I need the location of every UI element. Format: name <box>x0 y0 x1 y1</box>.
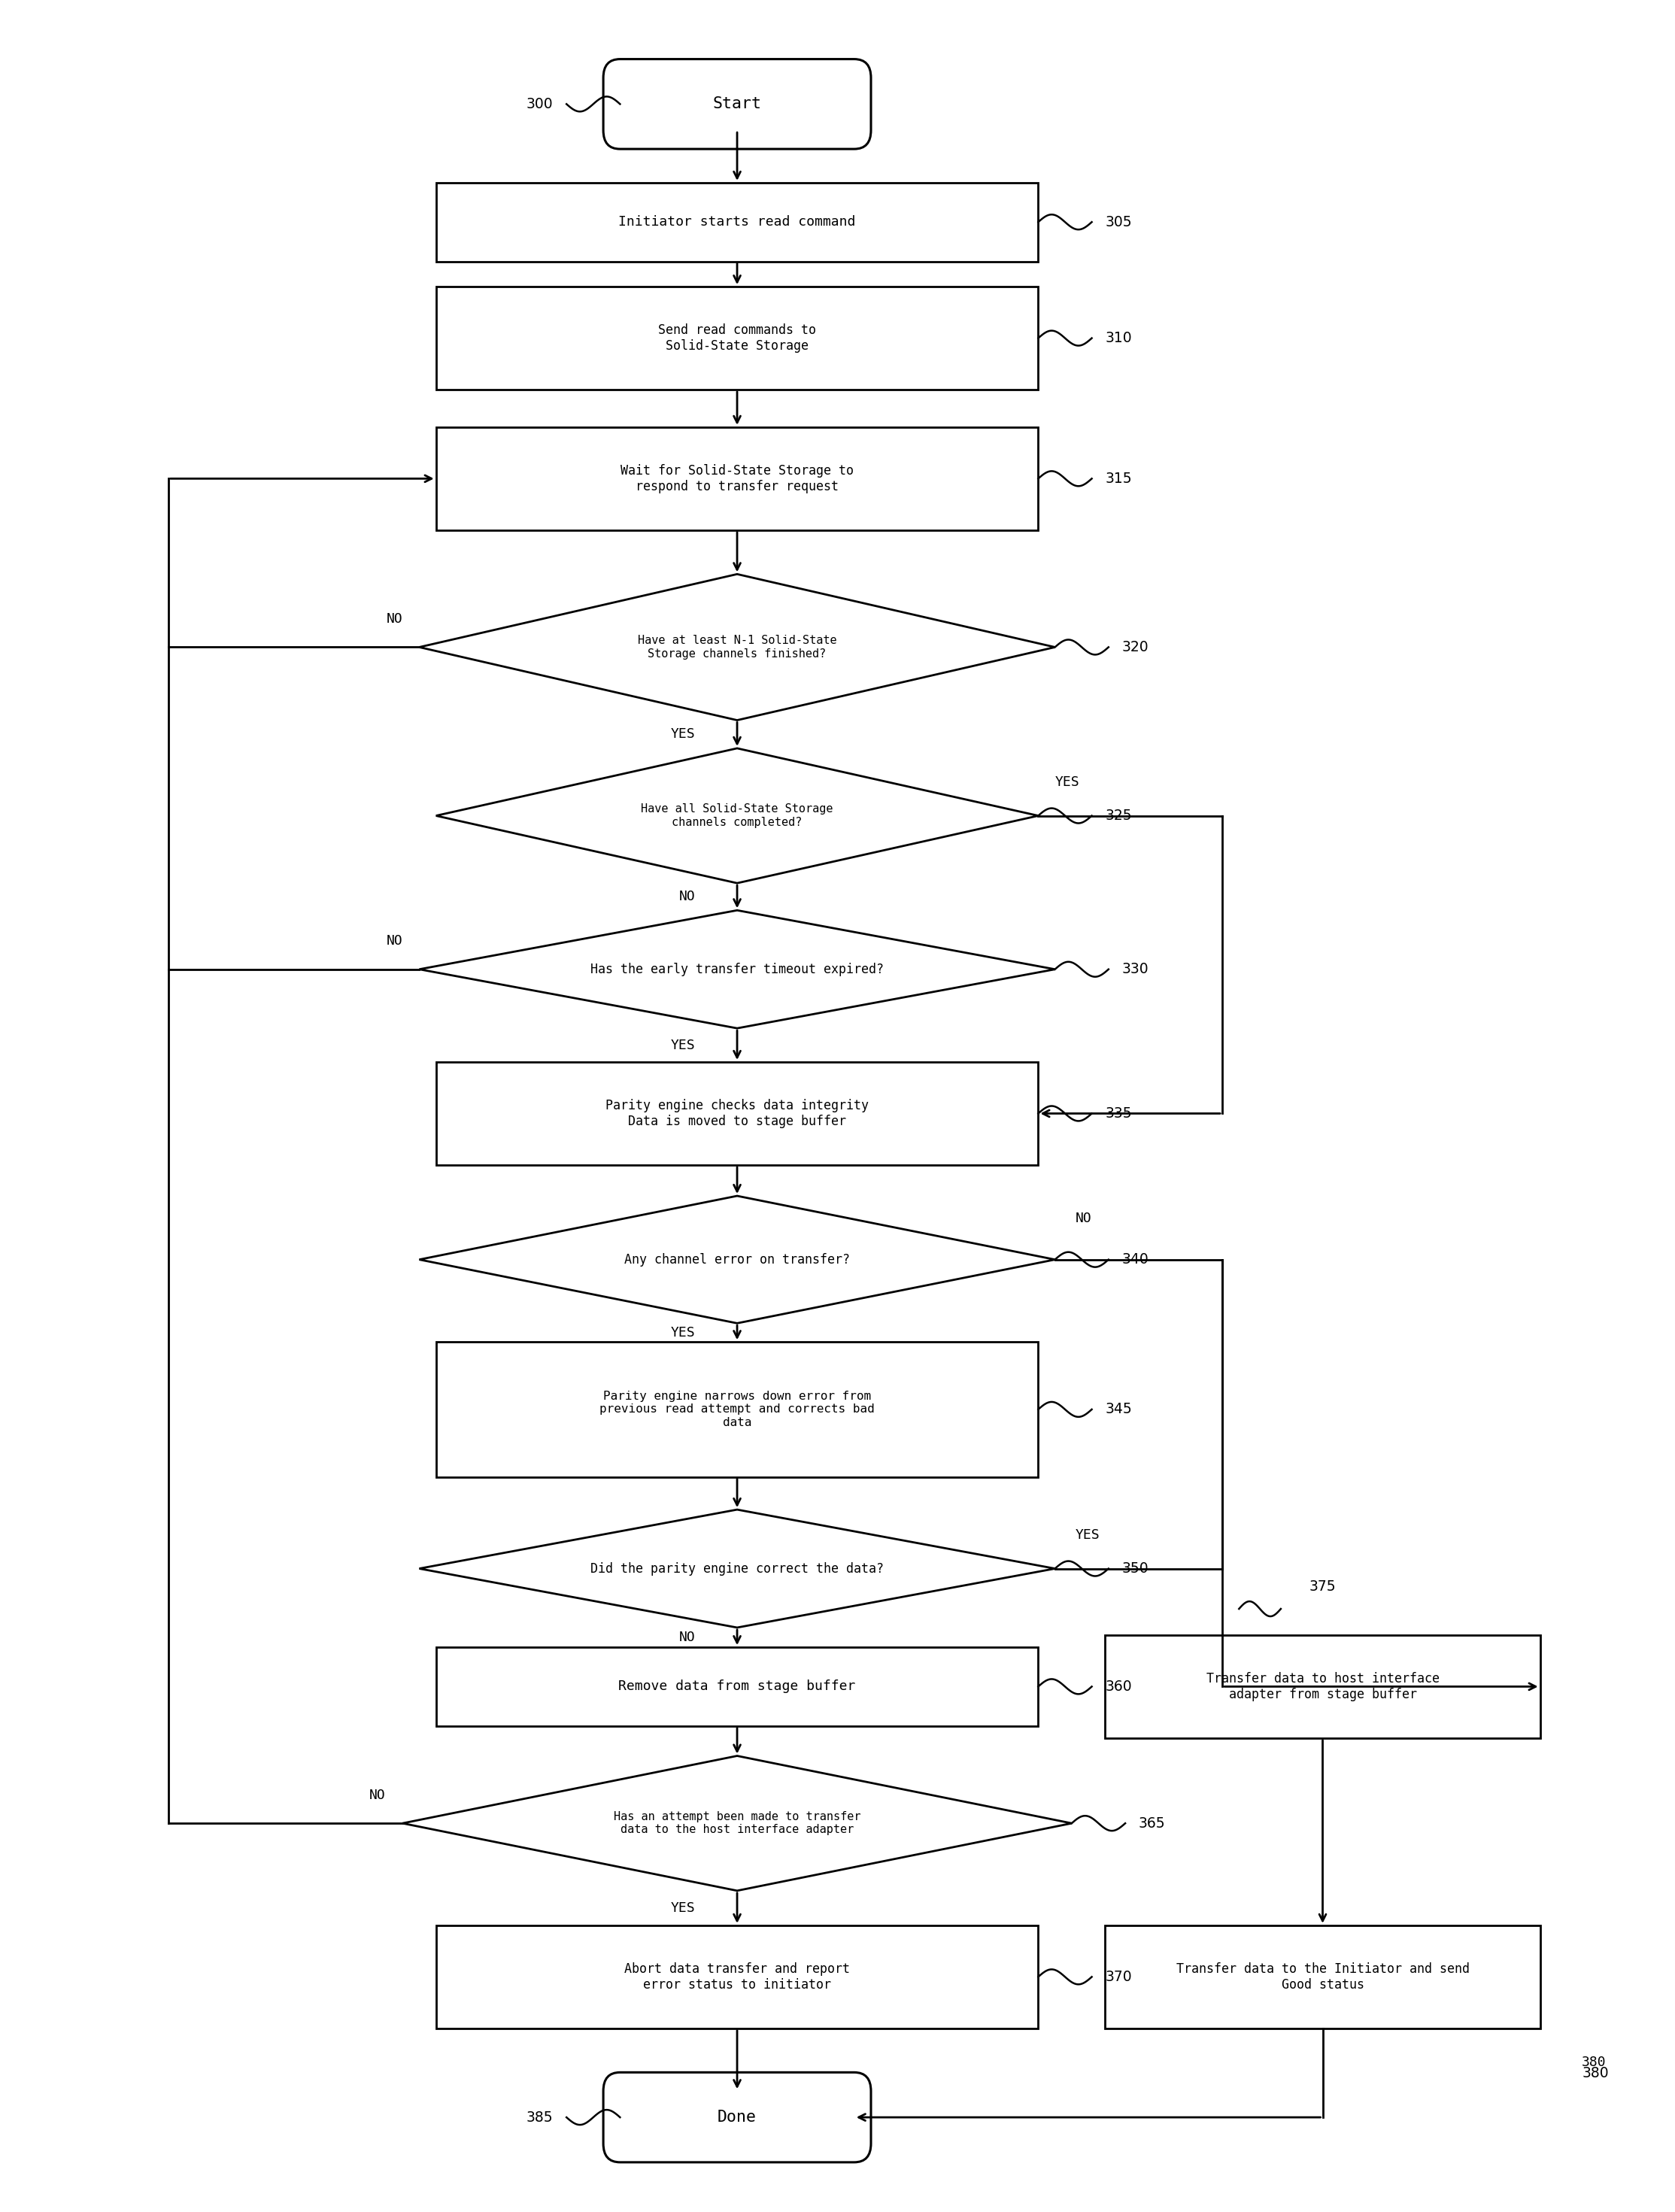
Text: YES: YES <box>1075 1528 1099 1542</box>
Text: YES: YES <box>670 1325 695 1340</box>
Text: NO: NO <box>678 1630 695 1644</box>
Text: 350: 350 <box>1122 1562 1149 1575</box>
Text: Have all Solid-State Storage
channels completed?: Have all Solid-State Storage channels co… <box>642 803 832 827</box>
Polygon shape <box>436 1924 1038 2028</box>
Polygon shape <box>419 575 1055 721</box>
Polygon shape <box>402 1756 1072 1891</box>
Text: YES: YES <box>670 1037 695 1053</box>
Text: Has an attempt been made to transfer
data to the host interface adapter: Has an attempt been made to transfer dat… <box>613 1812 861 1836</box>
Text: Start: Start <box>712 97 762 111</box>
Text: 375: 375 <box>1310 1579 1337 1595</box>
Text: Has the early transfer timeout expired?: Has the early transfer timeout expired? <box>591 962 884 975</box>
Text: Abort data transfer and report
error status to initiator: Abort data transfer and report error sta… <box>625 1962 849 1991</box>
Text: Wait for Solid-State Storage to
respond to transfer request: Wait for Solid-State Storage to respond … <box>620 465 854 493</box>
Text: NO: NO <box>370 1790 385 1803</box>
Text: Initiator starts read command: Initiator starts read command <box>618 215 856 228</box>
FancyBboxPatch shape <box>603 2073 871 2163</box>
Text: Transfer data to the Initiator and send
Good status: Transfer data to the Initiator and send … <box>1176 1962 1469 1991</box>
Text: NO: NO <box>678 889 695 902</box>
Text: 365: 365 <box>1139 1816 1166 1829</box>
Text: 330: 330 <box>1122 962 1149 975</box>
Text: YES: YES <box>670 728 695 741</box>
Polygon shape <box>1106 1635 1539 1739</box>
Text: 320: 320 <box>1122 639 1149 655</box>
Polygon shape <box>436 1062 1038 1166</box>
Text: Remove data from stage buffer: Remove data from stage buffer <box>618 1679 856 1694</box>
Text: 335: 335 <box>1106 1106 1132 1121</box>
Polygon shape <box>1106 1924 1539 2028</box>
Polygon shape <box>419 1509 1055 1628</box>
Polygon shape <box>436 748 1038 883</box>
Text: 325: 325 <box>1106 810 1132 823</box>
Text: 370: 370 <box>1106 1969 1132 1984</box>
Polygon shape <box>436 427 1038 531</box>
Text: YES: YES <box>1055 774 1079 790</box>
Text: YES: YES <box>670 1902 695 1916</box>
Polygon shape <box>419 911 1055 1029</box>
Polygon shape <box>436 288 1038 389</box>
Polygon shape <box>436 1648 1038 1725</box>
Text: 300: 300 <box>526 97 553 111</box>
Text: Did the parity engine correct the data?: Did the parity engine correct the data? <box>591 1562 884 1575</box>
Text: Done: Done <box>717 2110 757 2126</box>
Text: Send read commands to
Solid-State Storage: Send read commands to Solid-State Storag… <box>658 323 816 352</box>
Polygon shape <box>419 1197 1055 1323</box>
Text: 385: 385 <box>526 2110 553 2124</box>
Text: 315: 315 <box>1106 471 1132 487</box>
Text: NO: NO <box>387 933 402 949</box>
Text: 305: 305 <box>1106 215 1132 230</box>
Text: NO: NO <box>1075 1212 1092 1225</box>
Text: 345: 345 <box>1106 1402 1132 1416</box>
Text: Any channel error on transfer?: Any channel error on transfer? <box>625 1252 849 1265</box>
Text: NO: NO <box>387 613 402 626</box>
Text: 380: 380 <box>1581 2066 1608 2079</box>
Polygon shape <box>436 184 1038 261</box>
Polygon shape <box>436 1343 1038 1478</box>
Text: Parity engine narrows down error from
previous read attempt and corrects bad
dat: Parity engine narrows down error from pr… <box>600 1391 874 1429</box>
Text: Parity engine checks data integrity
Data is moved to stage buffer: Parity engine checks data integrity Data… <box>605 1099 869 1128</box>
Text: 340: 340 <box>1122 1252 1149 1267</box>
Text: Transfer data to host interface
adapter from stage buffer: Transfer data to host interface adapter … <box>1206 1672 1439 1701</box>
FancyBboxPatch shape <box>603 60 871 148</box>
Text: 360: 360 <box>1106 1679 1132 1694</box>
Text: 380: 380 <box>1581 2055 1606 2068</box>
Text: 310: 310 <box>1106 332 1132 345</box>
Text: Have at least N-1 Solid-State
Storage channels finished?: Have at least N-1 Solid-State Storage ch… <box>638 635 836 659</box>
